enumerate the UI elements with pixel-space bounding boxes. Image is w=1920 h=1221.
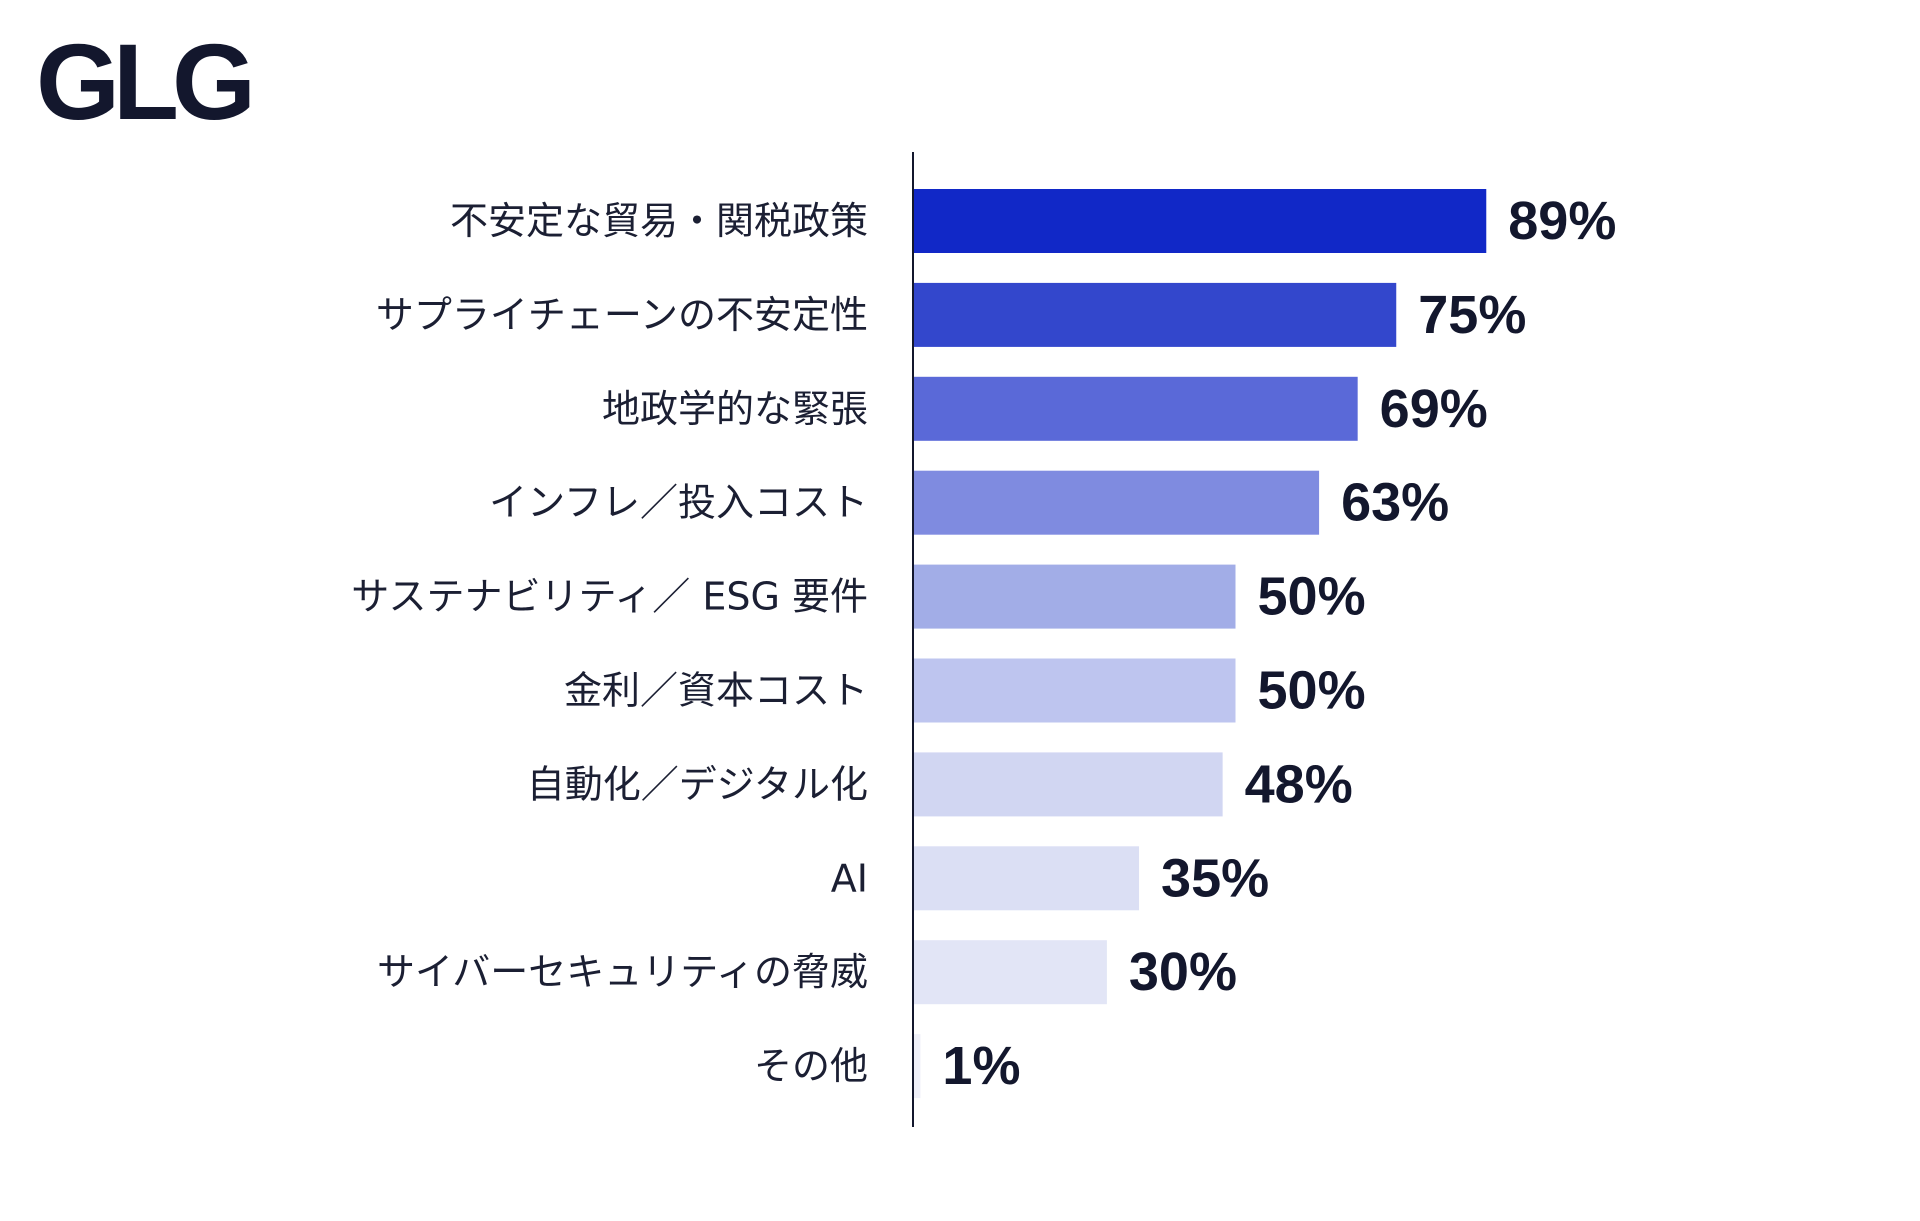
value-label-3: 63%	[1341, 473, 1449, 533]
bar-7	[914, 846, 1140, 911]
bar-1	[914, 282, 1397, 347]
bar-6	[914, 752, 1223, 817]
value-label-2: 69%	[1380, 379, 1488, 439]
value-label-9: 1%	[942, 1036, 1020, 1096]
category-label-7: AI	[831, 856, 868, 900]
bar-0	[914, 189, 1487, 253]
value-label-6: 48%	[1245, 754, 1353, 814]
bar-3	[914, 470, 1320, 535]
value-labels-group: 89% 75% 69% 63% 50% 50% 48% 35% 30% 1%	[942, 191, 1616, 1096]
value-label-4: 50%	[1258, 567, 1366, 627]
bar-5	[914, 658, 1236, 723]
category-label-0: 不安定な貿易・関税政策	[450, 199, 868, 243]
bar-8	[914, 940, 1107, 1005]
bar-2	[914, 376, 1358, 441]
bar-9	[914, 1034, 921, 1099]
bar-4	[914, 564, 1236, 629]
value-label-7: 35%	[1161, 848, 1269, 908]
category-label-3: インフレ／投入コスト	[489, 481, 868, 525]
category-label-9: その他	[754, 1044, 868, 1088]
glg-logo: GLG	[36, 21, 256, 142]
bars-group	[914, 189, 1487, 1099]
value-label-0: 89%	[1508, 191, 1616, 251]
category-label-8: サイバーセキュリティの脅威	[377, 950, 868, 994]
value-label-5: 50%	[1258, 661, 1366, 721]
category-label-4: サステナビリティ／ ESG 要件	[351, 575, 868, 619]
value-label-1: 75%	[1418, 285, 1526, 345]
category-labels-group: 不安定な貿易・関税政策サプライチェーンの不安定性地政学的な緊張インフレ／投入コス…	[351, 199, 868, 1088]
category-label-5: 金利／資本コスト	[564, 669, 868, 713]
category-label-1: サプライチェーンの不安定性	[376, 293, 868, 337]
category-label-6: 自動化／デジタル化	[527, 762, 868, 806]
category-label-2: 地政学的な緊張	[602, 387, 868, 431]
value-label-8: 30%	[1129, 942, 1237, 1002]
